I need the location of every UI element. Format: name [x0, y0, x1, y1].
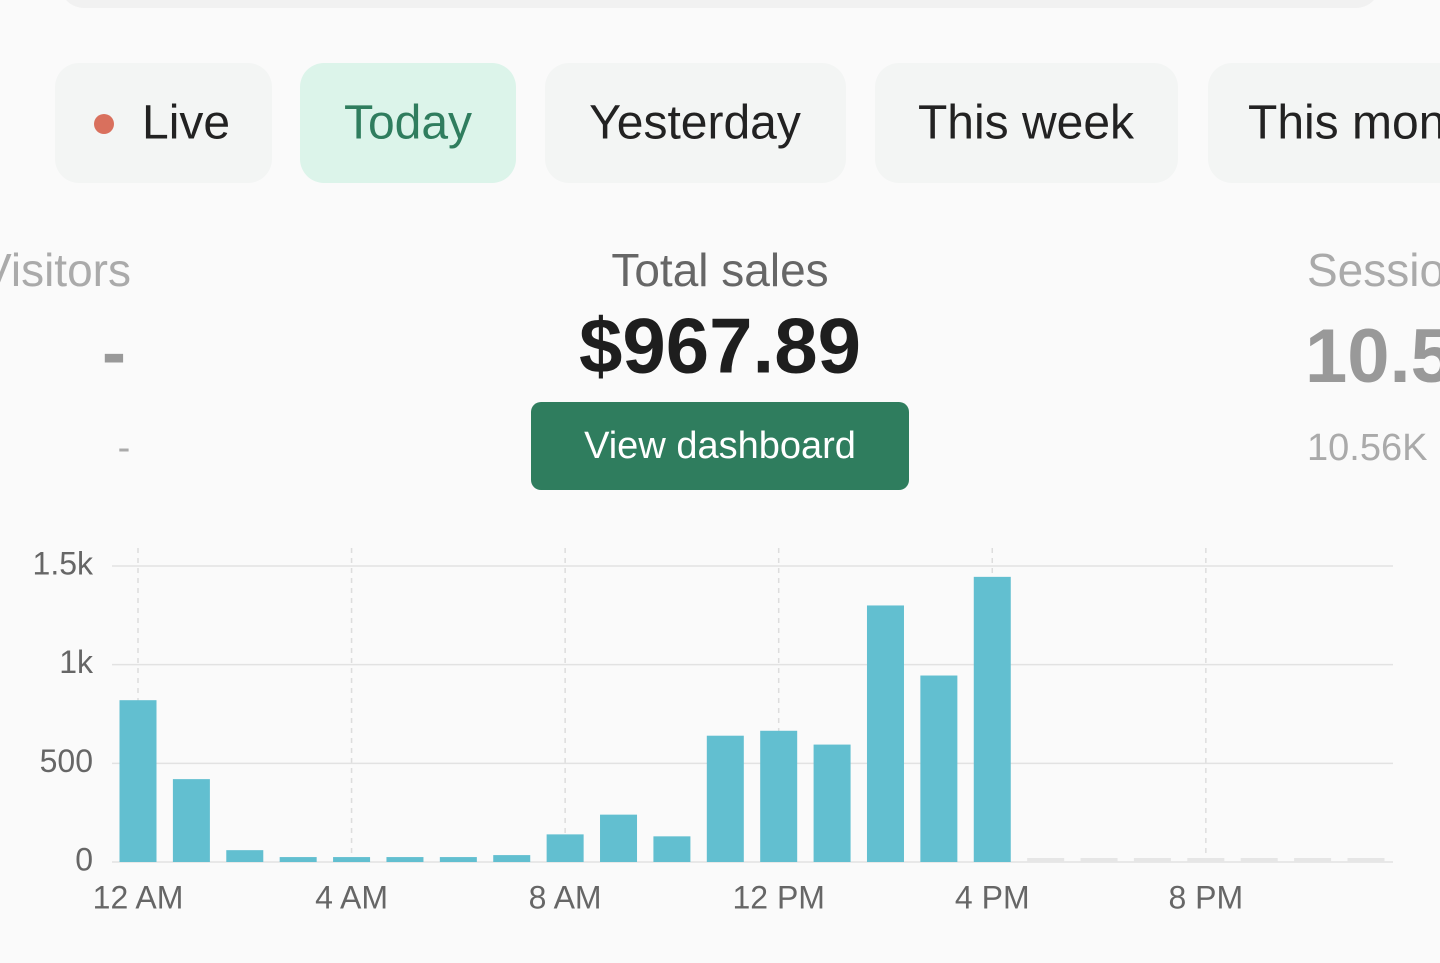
tab[interactable]: This week	[875, 63, 1178, 183]
tab-background	[875, 63, 1178, 183]
x-tick-label: 8 AM	[529, 879, 602, 915]
metric-sub: -	[118, 427, 131, 469]
bar	[439, 857, 477, 862]
x-tick-label: 12 PM	[732, 879, 824, 915]
metric-label: Sessions	[1307, 244, 1440, 296]
bar	[279, 857, 317, 862]
tab-label: Live	[142, 97, 230, 150]
y-tick-label: 1k	[59, 644, 94, 680]
bar	[653, 836, 691, 862]
tab-label: Today	[344, 97, 472, 150]
bar-placeholder	[1027, 858, 1065, 862]
bar	[493, 855, 531, 862]
button-label: View dashboard	[584, 425, 856, 467]
x-tick-label: 4 AM	[315, 879, 388, 915]
tab-label: This month	[1248, 97, 1440, 150]
bar	[172, 779, 210, 862]
x-tick-label: 8 PM	[1168, 879, 1243, 915]
y-tick-label: 500	[40, 743, 93, 779]
bar	[119, 700, 157, 862]
tab-background	[1208, 63, 1440, 183]
bar	[546, 834, 584, 862]
metric-value: $967.89	[579, 302, 861, 390]
tab-background	[300, 63, 516, 183]
bar	[226, 850, 264, 862]
bar	[973, 576, 1011, 862]
metric-label: Visitors	[0, 244, 131, 296]
metric-sub: 10.56K	[1307, 427, 1427, 469]
bar	[866, 605, 904, 862]
bar-placeholder	[1133, 858, 1171, 862]
bar-placeholder	[1347, 858, 1385, 862]
bar	[333, 857, 371, 862]
bar-placeholder	[1294, 858, 1332, 862]
bar-placeholder	[1240, 858, 1278, 862]
tab[interactable]: Yesterday	[545, 63, 846, 183]
button-background	[531, 402, 909, 490]
y-tick-label: 1.5k	[33, 545, 94, 581]
bar	[600, 814, 638, 862]
x-tick-label: 4 PM	[955, 879, 1030, 915]
tab[interactable]: Today	[300, 63, 516, 183]
bar	[706, 735, 744, 862]
bar	[920, 675, 958, 862]
y-tick-label: 0	[75, 841, 93, 877]
bar	[386, 857, 424, 862]
metric-label: Total sales	[611, 244, 828, 296]
tab-background	[55, 63, 272, 183]
live-dot	[94, 114, 114, 134]
bar	[813, 744, 851, 862]
tab-background	[545, 63, 846, 183]
view-dashboard-button[interactable]: View dashboard	[531, 402, 909, 490]
bar-placeholder	[1080, 858, 1118, 862]
tab[interactable]: This month	[1208, 63, 1440, 183]
tab[interactable]: Live	[55, 63, 272, 183]
x-tick-label: 12 AM	[93, 879, 184, 915]
chart: 12 AM 4 AM 8 AM 12 PM 4 PM 8 PM 0 500 1k 1.5k	[33, 545, 1393, 915]
tab-label: This week	[918, 97, 1135, 150]
search-bar[interactable]	[60, 0, 1380, 8]
tab-label: Yesterday	[589, 97, 801, 150]
metric-value: 10.56K	[1305, 314, 1440, 399]
bar	[760, 730, 798, 862]
metric-value: -	[102, 313, 126, 393]
bar-placeholder	[1187, 858, 1225, 862]
